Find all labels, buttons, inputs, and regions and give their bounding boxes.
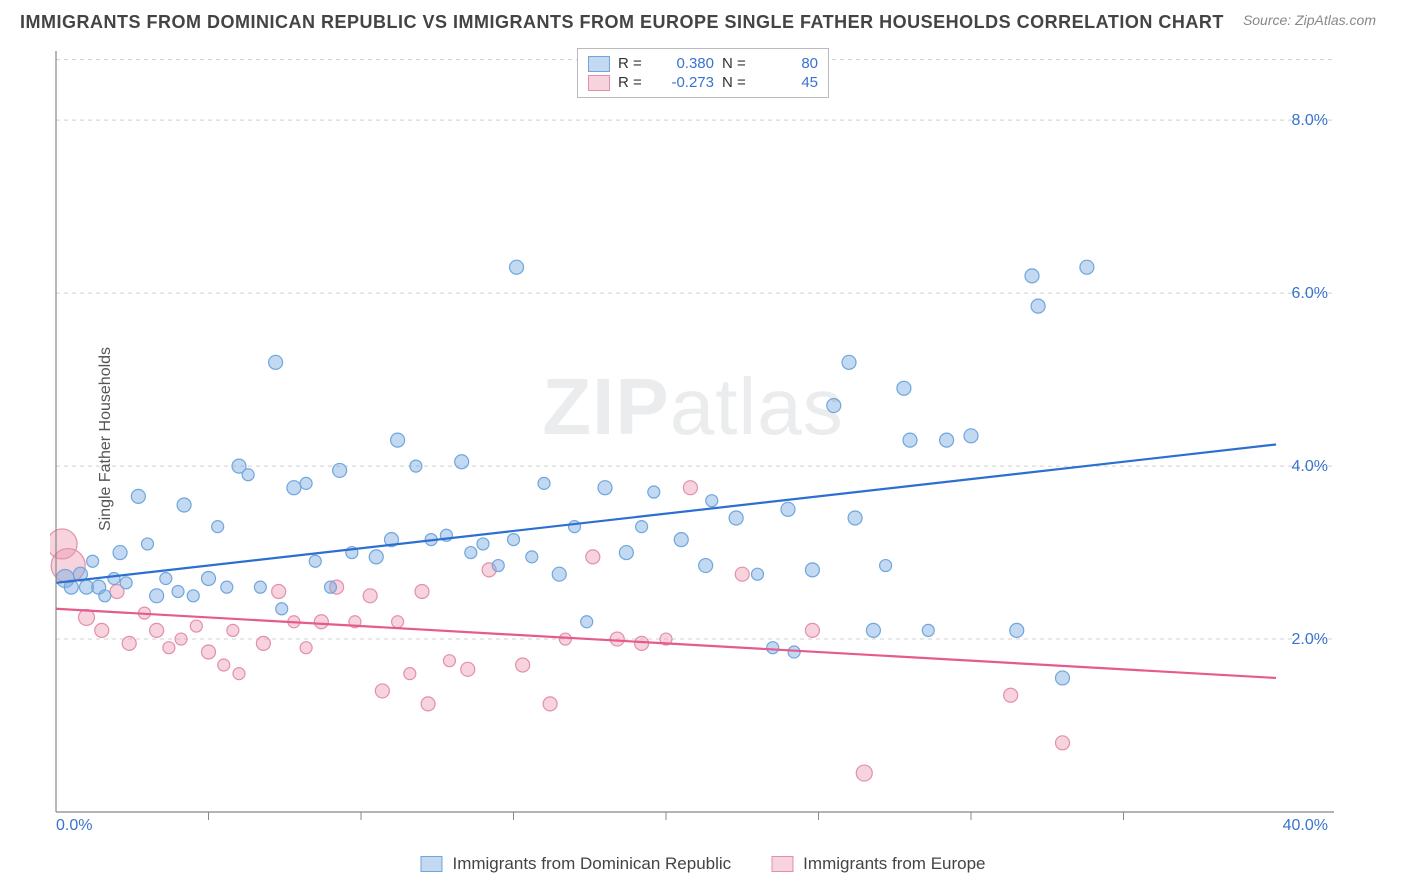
svg-text:8.0%: 8.0%	[1292, 112, 1328, 129]
stats-legend: R = 0.380 N = 80 R = -0.273 N = 45	[577, 48, 829, 98]
series-legend: Immigrants from Dominican Republic Immig…	[420, 854, 985, 874]
svg-text:40.0%: 40.0%	[1283, 817, 1328, 832]
swatch-dr	[420, 856, 442, 872]
swatch-dr	[588, 56, 610, 72]
stats-row-eu: R = -0.273 N = 45	[588, 74, 818, 91]
swatch-eu	[588, 75, 610, 91]
svg-text:6.0%: 6.0%	[1292, 285, 1328, 302]
legend-item-dr: Immigrants from Dominican Republic	[420, 854, 731, 874]
chart-title: IMMIGRANTS FROM DOMINICAN REPUBLIC VS IM…	[20, 12, 1224, 33]
svg-text:2.0%: 2.0%	[1292, 631, 1328, 648]
stats-row-dr: R = 0.380 N = 80	[588, 55, 818, 72]
n-value-dr: 80	[758, 55, 818, 72]
scatter-plot: 2.0% 4.0% 6.0% 8.0% 0.0% 40.0%	[50, 45, 1336, 832]
r-value-dr: 0.380	[654, 55, 714, 72]
n-label: N =	[722, 74, 750, 91]
legend-label-dr: Immigrants from Dominican Republic	[452, 854, 731, 874]
r-label: R =	[618, 55, 646, 72]
r-value-eu: -0.273	[654, 74, 714, 91]
n-label: N =	[722, 55, 750, 72]
chart-area: Single Father Households ZIPatlas 2.0%4.…	[50, 45, 1336, 832]
svg-text:0.0%: 0.0%	[56, 817, 92, 832]
y-axis-label: Single Father Households	[97, 346, 115, 530]
svg-text:4.0%: 4.0%	[1292, 458, 1328, 475]
legend-label-eu: Immigrants from Europe	[803, 854, 985, 874]
swatch-eu	[771, 856, 793, 872]
n-value-eu: 45	[758, 74, 818, 91]
source-label: Source: ZipAtlas.com	[1243, 12, 1376, 28]
r-label: R =	[618, 74, 646, 91]
legend-item-eu: Immigrants from Europe	[771, 854, 985, 874]
